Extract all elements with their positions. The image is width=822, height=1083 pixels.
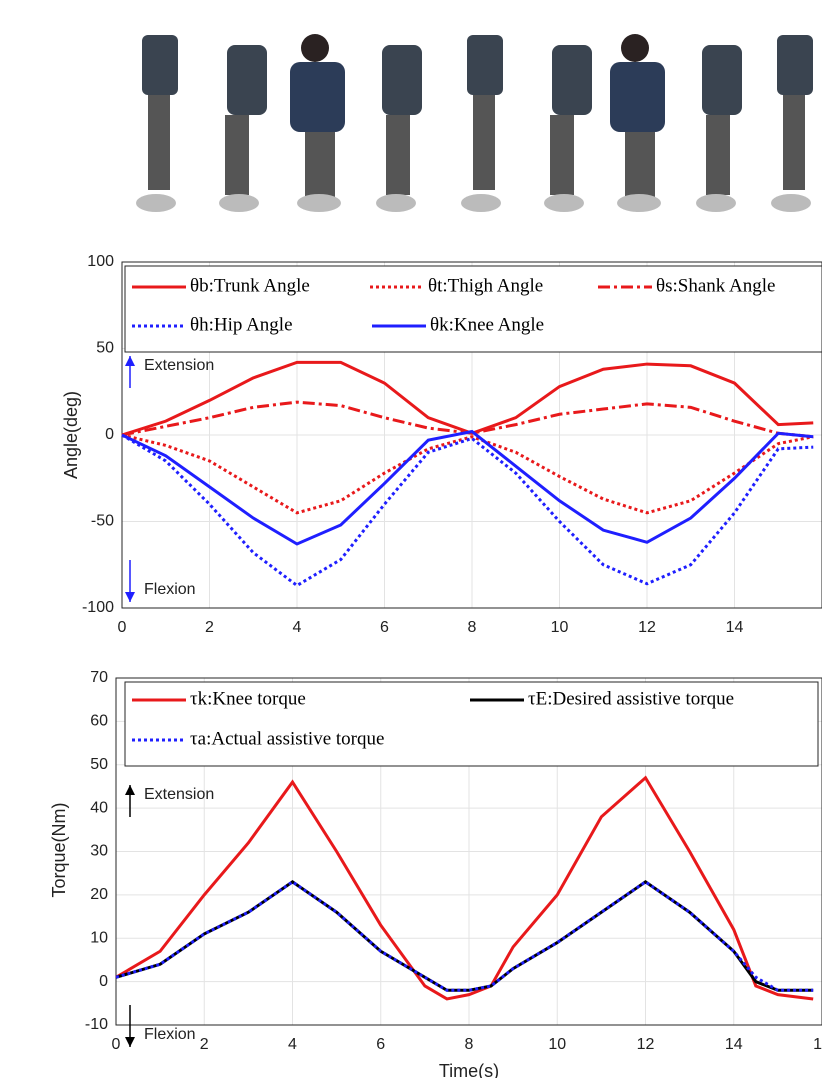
y-tick-label: 10 [90, 929, 108, 946]
y-tick-label: 60 [90, 713, 108, 730]
y-tick-label: 0 [99, 973, 108, 990]
x-tick-label: 2 [205, 619, 214, 636]
x-tick-label: 2 [200, 1036, 209, 1053]
legend-label: θs:Shank Angle [656, 275, 775, 296]
photo-strip [136, 34, 813, 212]
annotation-arrowhead [125, 1037, 135, 1047]
legend-label: θk:Knee Angle [430, 314, 544, 335]
y-tick-label: 30 [90, 843, 108, 860]
y-tick-label: 50 [96, 340, 114, 357]
x-tick-label: 6 [376, 1036, 385, 1053]
series-line [115, 775, 814, 1001]
x-tick-label: 10 [548, 1036, 566, 1053]
legend-label: θt:Thigh Angle [428, 275, 543, 296]
legend-label: τa:Actual assistive torque [190, 728, 384, 749]
series-line [121, 433, 814, 588]
y-tick-label: 0 [105, 426, 114, 443]
annotation: Extension [144, 786, 214, 803]
legend-label: θb:Trunk Angle [190, 275, 310, 296]
annotation-arrowhead [125, 785, 135, 795]
x-tick-label: 8 [465, 1036, 474, 1053]
annotation: Flexion [144, 1026, 196, 1043]
y-tick-label: 40 [90, 799, 108, 816]
series-line [115, 880, 814, 992]
y-tick-label: 20 [90, 886, 108, 903]
y-axis-label: Torque(Nm) [49, 802, 69, 897]
y-tick-label: -100 [82, 599, 114, 616]
y-tick-label: -50 [91, 513, 114, 530]
annotation-arrowhead [125, 592, 135, 602]
legend-label: τk:Knee torque [190, 688, 306, 709]
annotation: Extension [144, 357, 214, 374]
x-tick-label: 14 [726, 619, 744, 636]
x-tick-label: 16 [813, 1036, 822, 1053]
x-tick-label: 0 [112, 1036, 121, 1053]
y-axis-label: Angle(deg) [61, 391, 81, 479]
annotation-arrowhead [125, 356, 135, 366]
x-tick-label: 0 [118, 619, 127, 636]
series-line [121, 433, 814, 515]
x-tick-label: 10 [551, 619, 569, 636]
x-tick-label: 12 [638, 619, 656, 636]
x-tick-label: 6 [380, 619, 389, 636]
x-tick-label: 8 [468, 619, 477, 636]
x-tick-label: 12 [637, 1036, 655, 1053]
x-tick-label: 14 [725, 1036, 743, 1053]
legend-label: τE:Desired assistive torque [528, 688, 734, 709]
x-axis-label: Time(s) [439, 1061, 499, 1078]
series-line [121, 429, 814, 546]
legend-box [124, 681, 819, 767]
x-tick-label: 4 [293, 619, 302, 636]
y-tick-label: 50 [90, 756, 108, 773]
y-tick-label: 100 [87, 253, 114, 270]
annotation: Flexion [144, 581, 196, 598]
x-tick-label: 4 [288, 1036, 297, 1053]
y-tick-label: 70 [90, 669, 108, 686]
axes-box [115, 677, 822, 1026]
legend-box [124, 265, 822, 353]
y-tick-label: -10 [85, 1016, 108, 1033]
legend-label: θh:Hip Angle [190, 314, 293, 335]
